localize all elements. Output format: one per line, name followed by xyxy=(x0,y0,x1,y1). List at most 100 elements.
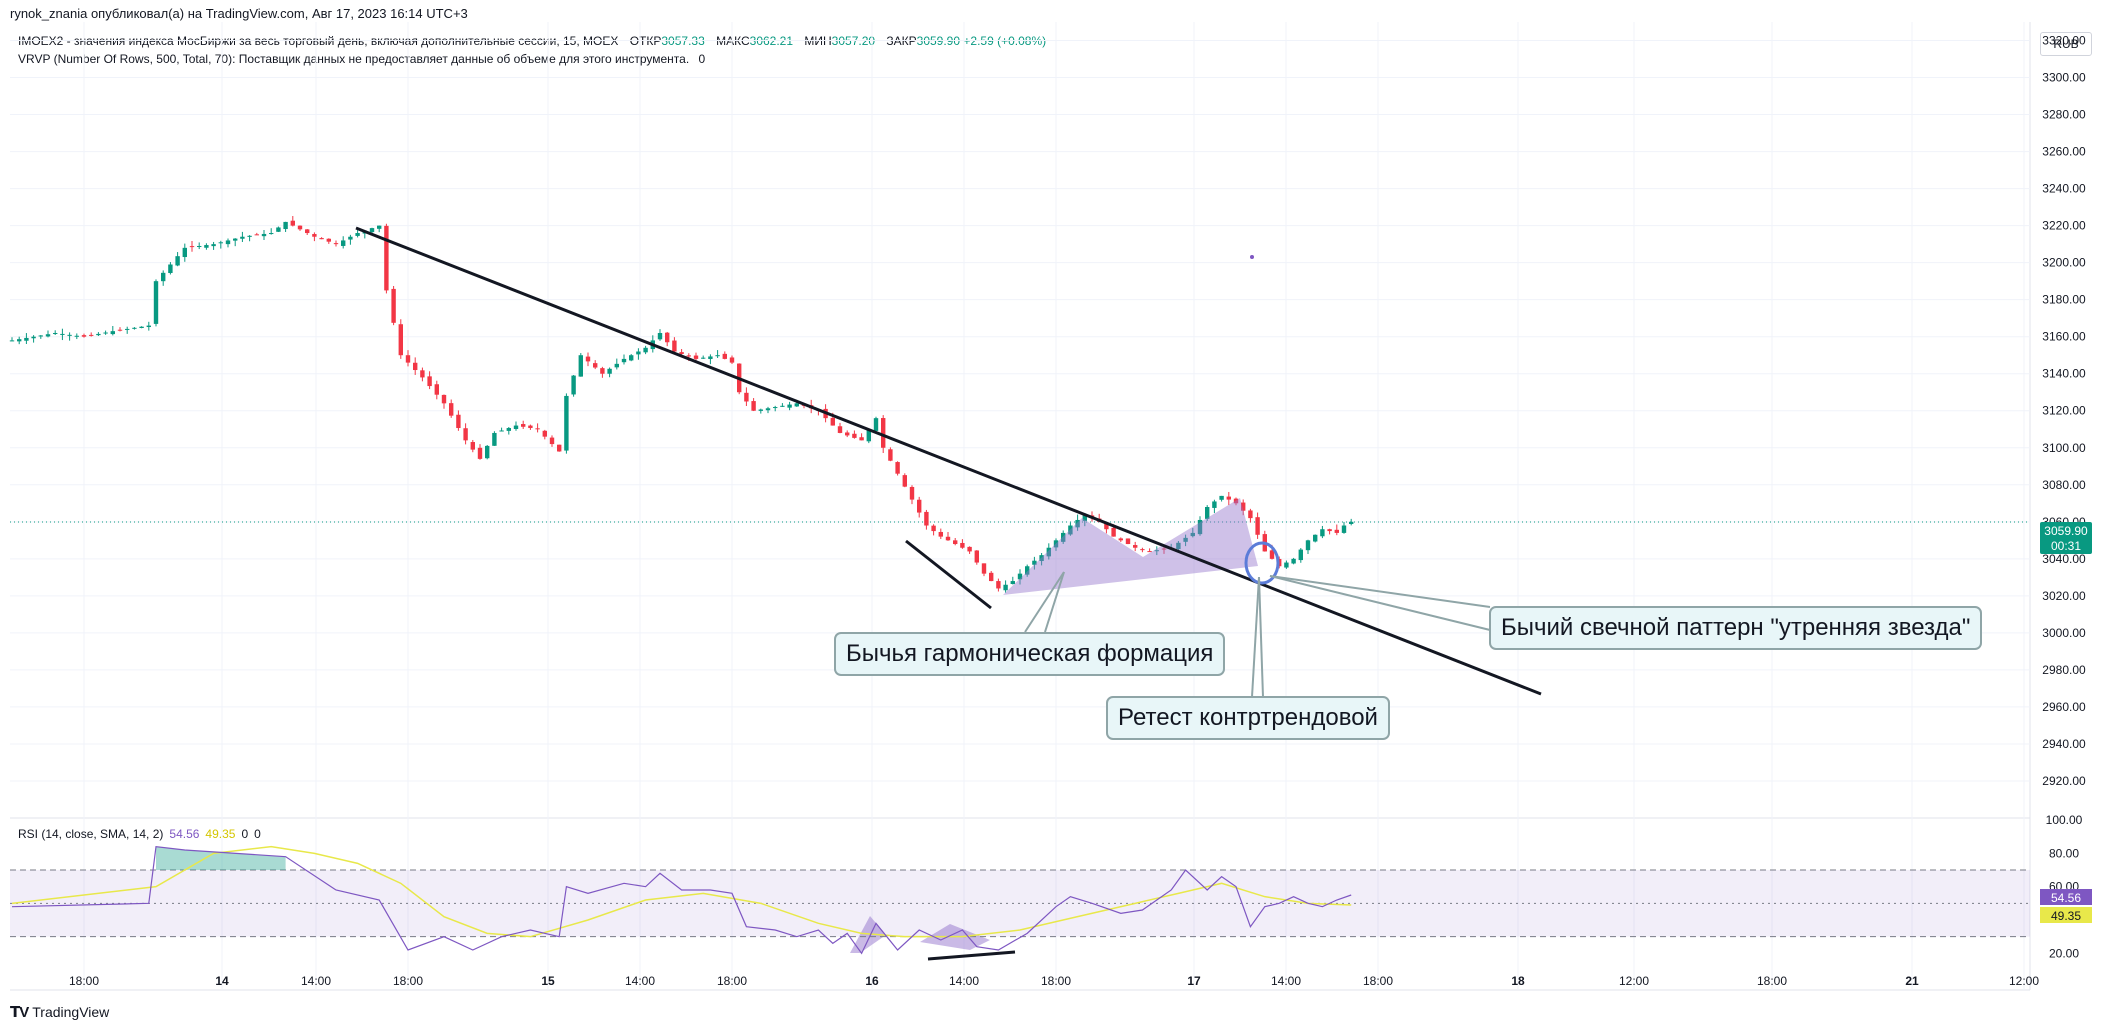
candle-body xyxy=(391,288,396,323)
candle-body xyxy=(571,375,576,395)
price-tick-label: 3160.00 xyxy=(2042,330,2086,344)
candle-body xyxy=(146,325,151,328)
tradingview-logo[interactable]: 𝗧V TradingView xyxy=(10,1003,109,1021)
vrvp-text: VRVP (Number Of Rows, 500, Total, 70): П… xyxy=(18,52,690,66)
candle-body xyxy=(1003,584,1008,591)
candle-body xyxy=(1349,521,1354,524)
candle-body xyxy=(1068,525,1073,535)
callout-retest[interactable]: Ретест контртрендовой xyxy=(1106,696,1390,740)
candle-body xyxy=(341,240,346,246)
candles xyxy=(9,216,1354,593)
candle-body xyxy=(319,238,324,240)
candle-body xyxy=(96,333,101,336)
callout-harmonic[interactable]: Бычья гармоническая формация xyxy=(834,632,1226,676)
candle-body xyxy=(189,246,195,248)
candle-body xyxy=(470,442,475,450)
time-tick-label: 12:00 xyxy=(2009,974,2039,988)
candle-body xyxy=(60,333,65,335)
candle-body xyxy=(758,409,763,411)
candle-body xyxy=(701,357,706,359)
retest-pointer xyxy=(1251,576,1260,698)
candle-body xyxy=(125,328,130,330)
candle-body xyxy=(1046,547,1051,557)
candle-body xyxy=(607,368,612,374)
harmonic-pointer xyxy=(1024,571,1065,633)
candle-body xyxy=(852,433,857,438)
price-tick-label: 2980.00 xyxy=(2042,663,2086,677)
candle-body xyxy=(297,225,303,230)
candle-body xyxy=(276,227,281,232)
rsi-legend-zero-2: 0 xyxy=(254,827,261,841)
candle-body xyxy=(506,428,511,431)
candle-body xyxy=(557,444,562,452)
candle-body xyxy=(981,563,987,574)
vrvp-zero: 0 xyxy=(698,52,706,66)
candle-body xyxy=(290,220,295,226)
price-badge xyxy=(2040,522,2092,554)
stray-dot xyxy=(1250,255,1254,259)
rsi-legend[interactable]: RSI (14, close, SMA, 14, 2) 54.56 49.35 0 0 xyxy=(18,827,261,841)
candle-body xyxy=(729,357,735,363)
candle-body xyxy=(996,581,1001,589)
candle-body xyxy=(794,403,799,407)
candle-body xyxy=(1183,537,1188,542)
time-tick-label: 14:00 xyxy=(625,974,655,988)
candle-body xyxy=(168,264,173,274)
candle-body xyxy=(175,256,180,266)
vrvp-legend[interactable]: VRVP (Number Of Rows, 500, Total, 70): П… xyxy=(18,52,705,66)
candle-body xyxy=(38,335,43,337)
price-tick-label: 3020.00 xyxy=(2042,589,2086,603)
candle-body xyxy=(960,542,965,548)
price-tick-label: 3220.00 xyxy=(2042,219,2086,233)
candle-body xyxy=(866,429,871,442)
candle-body xyxy=(1125,538,1131,545)
tradingview-mark-icon: 𝗧V xyxy=(10,1004,29,1021)
price-tick-label: 3080.00 xyxy=(2042,478,2086,492)
price-tick-label: 3320.00 xyxy=(2042,34,2086,48)
time-tick-label: 12:00 xyxy=(1619,974,1649,988)
candle-body xyxy=(917,499,922,513)
price-tick-label: 2940.00 xyxy=(2042,737,2086,751)
candle-body xyxy=(1176,542,1181,550)
candle-body xyxy=(1111,527,1116,537)
harmonic-pattern-main xyxy=(1003,498,1258,595)
candle-body xyxy=(117,329,123,331)
currency-button[interactable]: RUB xyxy=(2040,32,2092,56)
rsi-tick-label: 100.00 xyxy=(2046,813,2083,827)
candle-body xyxy=(269,233,274,235)
candle-body xyxy=(405,355,411,363)
time-tick-label: 21 xyxy=(1905,974,1919,988)
time-tick-label: 17 xyxy=(1187,974,1201,988)
candle-body xyxy=(1334,529,1339,533)
candle-body xyxy=(549,437,555,445)
price-tick-label: 3000.00 xyxy=(2042,626,2086,640)
callout-morning-star[interactable]: Бычий свечной паттерн "утренняя звезда" xyxy=(1489,606,1983,650)
candle-body xyxy=(665,332,670,343)
candle-body xyxy=(1104,523,1109,530)
badges: 3059.90 00:31 54.56 49.35 xyxy=(2040,522,2092,923)
candle-body xyxy=(679,352,684,354)
downtrend-line xyxy=(355,226,1542,696)
candle-body xyxy=(17,339,22,342)
candle-body xyxy=(333,243,339,245)
rsi-badge-value: 54.56 xyxy=(2051,891,2081,905)
price-tick-label: 3180.00 xyxy=(2042,293,2086,307)
candle-body xyxy=(348,236,353,240)
candle-body xyxy=(909,486,915,500)
candle-body xyxy=(139,326,144,328)
candle-body xyxy=(528,425,533,429)
time-tick-label: 18:00 xyxy=(717,974,747,988)
candle-body xyxy=(326,238,331,242)
candle-body xyxy=(434,384,439,395)
candle-body xyxy=(153,281,159,324)
candle-body xyxy=(211,244,216,247)
candle-body xyxy=(384,225,389,291)
candle-body xyxy=(924,511,929,526)
candle-body xyxy=(693,355,699,359)
price-tick-label: 3040.00 xyxy=(2042,552,2086,566)
candle-body xyxy=(873,418,879,431)
time-tick-label: 18 xyxy=(1511,974,1525,988)
candle-body xyxy=(1233,498,1239,504)
candle-body xyxy=(564,395,569,451)
